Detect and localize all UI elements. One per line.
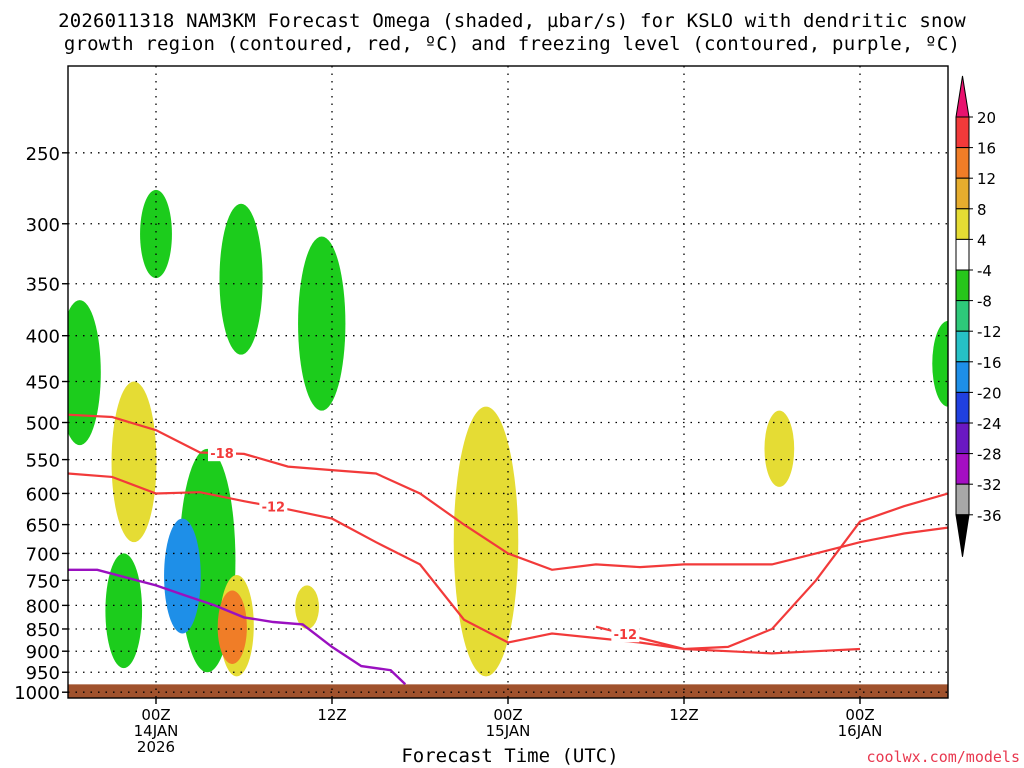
omega-region-4 <box>111 381 157 543</box>
red-contour--12-1 <box>68 472 948 651</box>
x-tick-label-6-1: 14JAN <box>134 722 179 740</box>
surface-ground <box>68 684 948 698</box>
colorbar-swatch-2 <box>955 147 970 179</box>
colorbar-label-7: -12 <box>977 323 1002 341</box>
x-tick-label-18-0: 12Z <box>317 706 346 724</box>
y-tick-label-800: 800 <box>26 596 60 617</box>
colorbar-label-13: -36 <box>977 507 1002 525</box>
contour-label-bg <box>611 626 640 643</box>
colorbar-label-4: 4 <box>977 231 987 249</box>
colorbar-swatch-13 <box>955 483 970 516</box>
omega-region--8 <box>219 203 263 355</box>
colorbar-label-10: -24 <box>977 415 1002 433</box>
colorbar-label-8: -16 <box>977 354 1002 372</box>
colorbar-swatch-8 <box>955 330 970 363</box>
chart-title-line-1: 2026011318 NAM3KM Forecast Omega (shaded… <box>58 10 966 32</box>
colorbar-label-12: -32 <box>977 476 1002 494</box>
y-tick-label-700: 700 <box>26 544 60 565</box>
colorbar-swatch-11 <box>955 422 970 455</box>
colorbar-swatch-3 <box>955 177 970 210</box>
y-tick-label-500: 500 <box>26 414 60 435</box>
colorbar-swatch-7 <box>955 300 970 332</box>
contour-label--12: -12 <box>614 628 638 643</box>
omega-region--8 <box>298 236 346 411</box>
colorbar-label-0: 20 <box>977 109 996 127</box>
omega-region-4 <box>295 585 319 629</box>
colorbar-label-6: -8 <box>977 293 992 311</box>
colorbar-triangle-top <box>955 75 970 118</box>
y-tick-label-550: 550 <box>26 451 60 472</box>
omega-region--8 <box>68 300 101 446</box>
colorbar-label-1: 16 <box>977 140 996 158</box>
y-tick-label-1000: 1000 <box>14 683 60 704</box>
plot-area: -18 -12 -12 <box>68 66 948 698</box>
colorbar-swatch-5 <box>955 238 970 271</box>
y-tick-label-750: 750 <box>26 571 60 592</box>
y-tick-label-350: 350 <box>26 275 60 296</box>
y-tick-label-650: 650 <box>26 516 60 537</box>
colorbar-triangle-bottom <box>955 514 970 557</box>
contour-label-bg <box>259 498 288 515</box>
y-tick-label-600: 600 <box>26 484 60 505</box>
contour-label-bg <box>208 445 236 462</box>
colorbar-swatch-10 <box>955 391 970 424</box>
omega-region--8 <box>140 189 172 279</box>
colorbar-label-9: -20 <box>977 384 1002 402</box>
colorbar-label-5: -4 <box>977 262 992 280</box>
contour-label--12: -12 <box>262 501 286 516</box>
y-tick-label-300: 300 <box>26 215 60 236</box>
x-tick-label-30-0: 00Z <box>493 706 522 724</box>
y-tick-label-950: 950 <box>26 663 60 684</box>
colorbar-label-2: 12 <box>977 170 996 188</box>
x-tick-label-42-0: 12Z <box>669 706 698 724</box>
omega-region-12 <box>217 590 247 664</box>
colorbar-swatch-12 <box>955 453 970 485</box>
x-tick-label-6-0: 00Z <box>141 706 170 724</box>
colorbar-label-11: -28 <box>977 446 1002 464</box>
red-contour--12-2 <box>595 625 861 655</box>
colorbar-swatch-9 <box>955 361 970 393</box>
omega-region-4 <box>453 406 519 677</box>
x-tick-label-54-1: 16JAN <box>838 722 883 740</box>
colorbar-label-3: 8 <box>977 201 987 219</box>
y-tick-label-250: 250 <box>26 144 60 165</box>
omega-region-4 <box>764 410 795 487</box>
x-tick-label-54-0: 00Z <box>845 706 874 724</box>
y-tick-label-450: 450 <box>26 373 60 394</box>
y-tick-label-900: 900 <box>26 642 60 663</box>
colorbar-swatch-4 <box>955 208 970 240</box>
omega-region--8 <box>105 553 143 669</box>
credit-link[interactable]: coolwx.com/models <box>866 748 1020 766</box>
y-tick-label-850: 850 <box>26 620 60 641</box>
y-tick-label-400: 400 <box>26 327 60 348</box>
x-tick-label-30-1: 15JAN <box>486 722 531 740</box>
contour-label--18: -18 <box>210 447 234 462</box>
x-axis-label: Forecast Time (UTC) <box>401 745 619 767</box>
omega-region--16 <box>164 518 201 634</box>
colorbar-swatch-1 <box>955 116 970 149</box>
omega-region--8 <box>932 320 948 407</box>
x-tick-label-6-2: 2026 <box>137 738 175 756</box>
colorbar-swatch-6 <box>955 269 970 302</box>
freezing-level-contour <box>68 568 407 686</box>
chart-title-line-2: growth region (contoured, red, ºC) and f… <box>63 33 961 55</box>
